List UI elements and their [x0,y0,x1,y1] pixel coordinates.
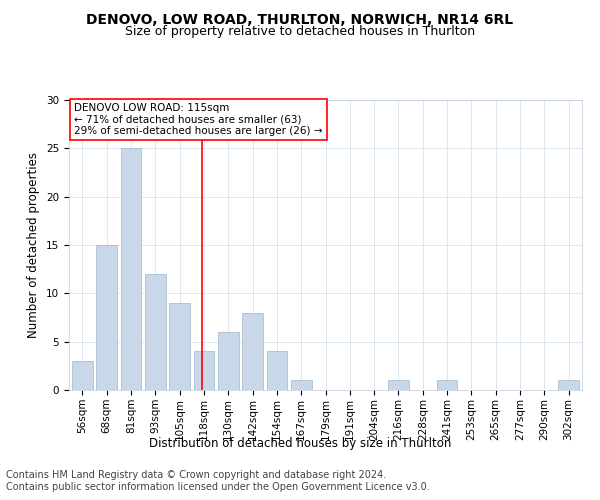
Bar [145,274,166,390]
Text: DENOVO LOW ROAD: 115sqm
← 71% of detached houses are smaller (63)
29% of semi-de: DENOVO LOW ROAD: 115sqm ← 71% of detache… [74,103,323,136]
Bar [291,380,311,390]
Text: Contains public sector information licensed under the Open Government Licence v3: Contains public sector information licen… [6,482,430,492]
Bar [242,312,263,390]
Y-axis label: Number of detached properties: Number of detached properties [28,152,40,338]
Bar [218,332,239,390]
Bar [121,148,142,390]
Bar [72,361,93,390]
Bar [437,380,457,390]
Text: Distribution of detached houses by size in Thurlton: Distribution of detached houses by size … [149,438,451,450]
Bar [169,303,190,390]
Bar [194,352,214,390]
Bar [558,380,579,390]
Text: DENOVO, LOW ROAD, THURLTON, NORWICH, NR14 6RL: DENOVO, LOW ROAD, THURLTON, NORWICH, NR1… [86,12,514,26]
Text: Size of property relative to detached houses in Thurlton: Size of property relative to detached ho… [125,25,475,38]
Bar [97,245,117,390]
Bar [388,380,409,390]
Bar [266,352,287,390]
Text: Contains HM Land Registry data © Crown copyright and database right 2024.: Contains HM Land Registry data © Crown c… [6,470,386,480]
